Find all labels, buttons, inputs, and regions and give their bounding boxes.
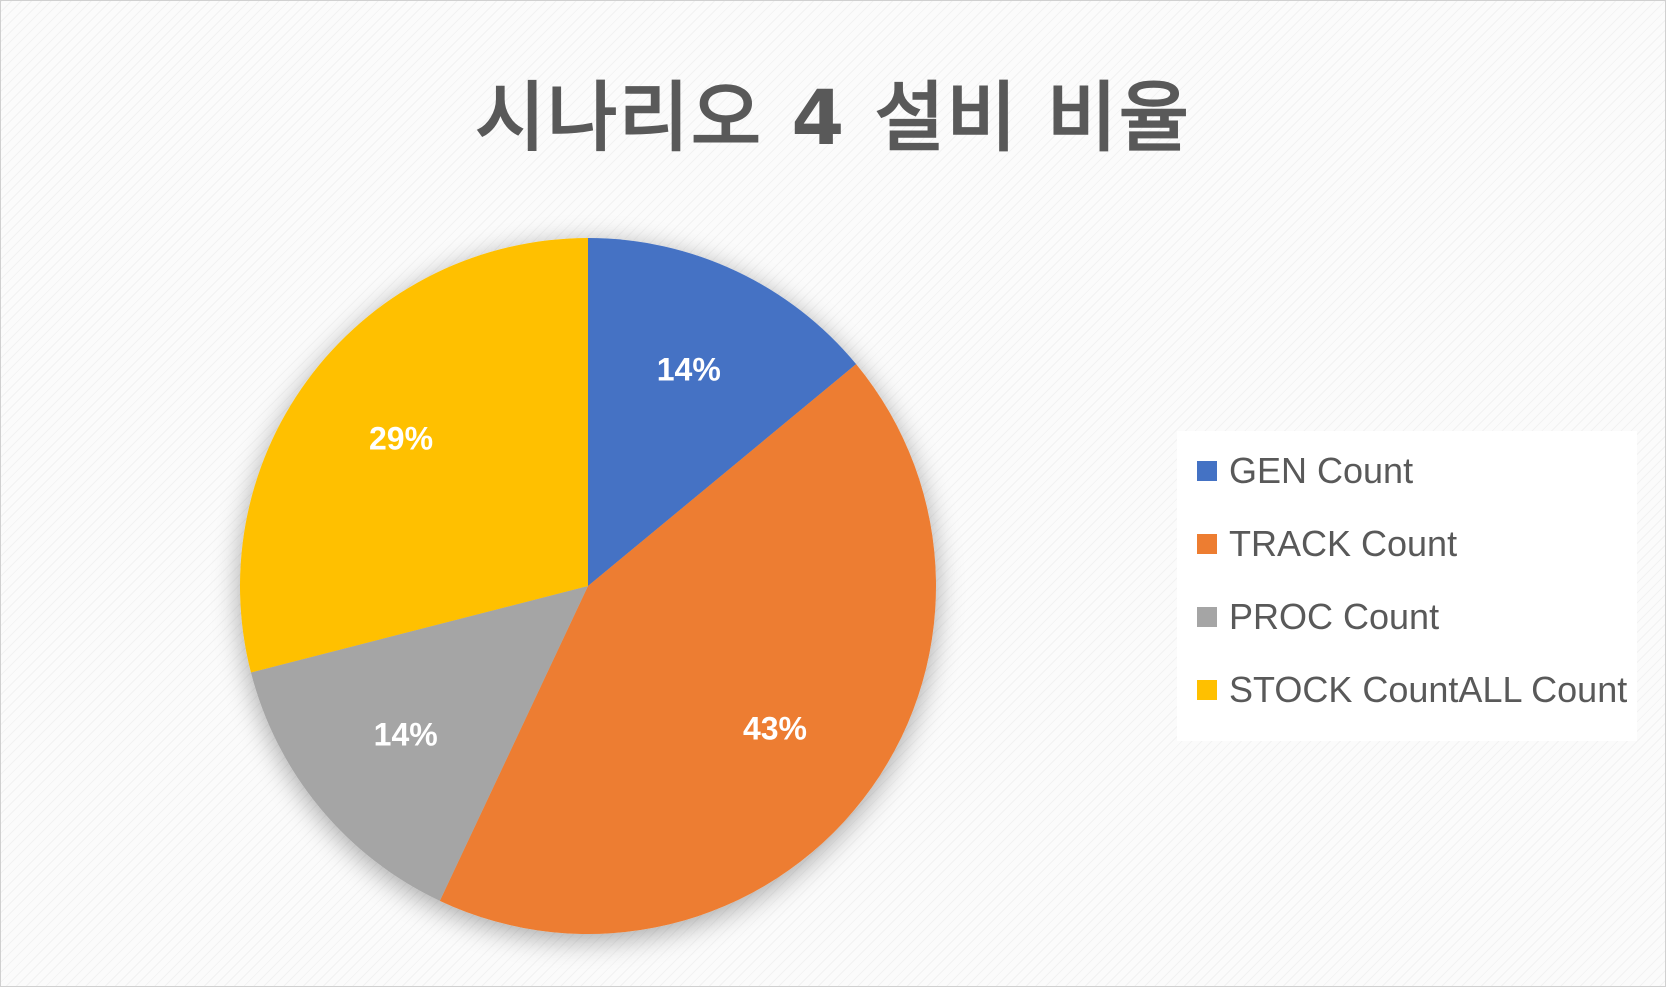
pie-slice-track xyxy=(439,364,937,934)
legend-label-gen: GEN Count xyxy=(1229,450,1414,491)
data-label-stock: 29% xyxy=(369,420,433,456)
legend-label-track: TRACK Count xyxy=(1229,523,1458,564)
legend-swatch-stock xyxy=(1197,680,1217,700)
pie-slice-proc xyxy=(250,586,589,901)
legend-swatch-proc xyxy=(1197,607,1217,627)
data-label-proc: 14% xyxy=(374,716,438,752)
legend-swatch-gen xyxy=(1197,461,1217,481)
legend-label-stock: STOCK CountALL Count xyxy=(1229,669,1628,710)
data-label-track: 43% xyxy=(743,710,807,746)
legend-item-proc: PROC Count xyxy=(1197,596,1440,637)
pie-slice-stock xyxy=(240,238,588,673)
legend: GEN Count TRACK Count PROC Count STOCK C… xyxy=(1177,431,1637,741)
legend-label-proc: PROC Count xyxy=(1229,596,1440,637)
legend-swatch-track xyxy=(1197,534,1217,554)
legend-item-track: TRACK Count xyxy=(1197,523,1458,564)
data-label-gen: 14% xyxy=(657,351,721,387)
legend-item-stock: STOCK CountALL Count xyxy=(1197,669,1628,710)
pie-slice-gen xyxy=(588,238,857,586)
chart-title: 시나리오 4 설비 비율 xyxy=(475,73,1191,162)
legend-item-gen: GEN Count xyxy=(1197,450,1414,491)
